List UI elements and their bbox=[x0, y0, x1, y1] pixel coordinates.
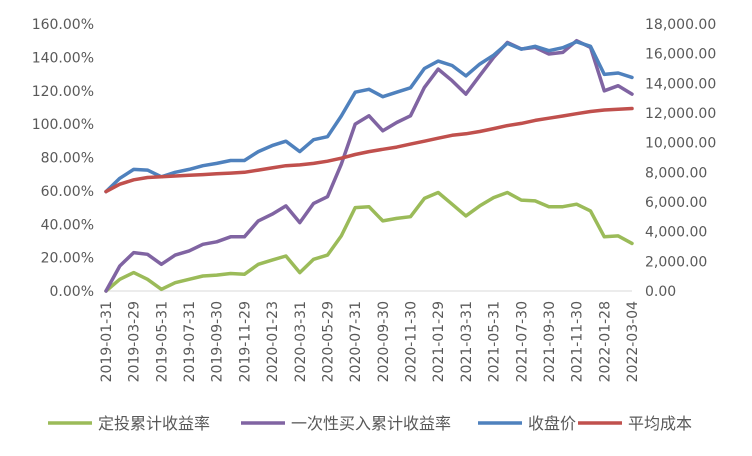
series-line-4 bbox=[104, 106, 634, 194]
legend-label: 定投累计收益率 bbox=[98, 414, 210, 433]
x-tick-label: 2020-03-31 bbox=[293, 301, 309, 382]
right-tick-label: 6,000.00 bbox=[645, 195, 707, 211]
right-tick-label: 0.00 bbox=[645, 284, 676, 300]
x-tick-label: 2020-07-31 bbox=[348, 301, 364, 382]
x-tick-label: 2019-01-31 bbox=[99, 301, 115, 382]
legend-label: 平均成本 bbox=[628, 414, 692, 433]
right-tick-label: 18,000.00 bbox=[645, 17, 716, 33]
right-tick-label: 16,000.00 bbox=[645, 47, 716, 63]
x-tick-label: 2019-09-30 bbox=[210, 301, 226, 382]
x-tick-label: 2019-03-29 bbox=[127, 301, 143, 382]
x-tick-label: 2021-09-30 bbox=[542, 301, 558, 382]
x-tick-label: 2020-01-23 bbox=[265, 301, 281, 382]
x-tick-label: 2022-01-28 bbox=[597, 301, 613, 382]
x-tick-label: 2021-07-30 bbox=[514, 301, 530, 382]
x-tick-label: 2022-03-04 bbox=[625, 301, 641, 382]
series-line-2 bbox=[104, 38, 634, 293]
right-tick-label: 8,000.00 bbox=[645, 165, 707, 181]
right-tick-label: 4,000.00 bbox=[645, 225, 707, 241]
left-tick-label: 60.00% bbox=[41, 184, 94, 200]
right-axis: 0.00 2,000.00 4,000.00 6,000.00 8,000.00 10,0… bbox=[645, 17, 716, 300]
left-tick-label: 140.00% bbox=[32, 50, 94, 66]
left-tick-label: 120.00% bbox=[32, 84, 94, 100]
legend-label: 收盘价 bbox=[528, 414, 576, 433]
legend: 定投累计收益率 一次性买入累计收益率 收盘价 平均成本 bbox=[48, 414, 692, 433]
x-tick-label: 2019-07-31 bbox=[182, 301, 198, 382]
right-tick-label: 14,000.00 bbox=[645, 76, 716, 92]
x-tick-label: 2021-03-31 bbox=[459, 301, 475, 382]
right-tick-label: 2,000.00 bbox=[645, 254, 707, 270]
x-tick-label: 2019-11-29 bbox=[237, 301, 253, 382]
series-line-1 bbox=[104, 190, 634, 293]
legend-label: 一次性买入累计收益率 bbox=[291, 414, 451, 433]
x-tick-label: 2020-09-30 bbox=[376, 301, 392, 382]
x-tick-label: 2020-11-30 bbox=[404, 301, 420, 382]
x-tick-label: 2021-11-30 bbox=[570, 301, 586, 382]
x-tick-label: 2019-05-31 bbox=[154, 301, 170, 382]
right-tick-label: 12,000.00 bbox=[645, 106, 716, 122]
left-tick-label: 100.00% bbox=[32, 117, 94, 133]
left-tick-label: 0.00% bbox=[50, 284, 94, 300]
left-tick-label: 160.00% bbox=[32, 17, 94, 33]
left-tick-label: 20.00% bbox=[41, 251, 94, 267]
right-tick-label: 10,000.00 bbox=[645, 136, 716, 152]
plot-area bbox=[104, 38, 634, 293]
left-tick-label: 80.00% bbox=[41, 151, 94, 167]
series-line-3 bbox=[104, 40, 634, 194]
x-tick-label: 2021-05-31 bbox=[487, 301, 503, 382]
x-axis: 2019-01-31 2019-03-29 2019-05-31 2019-07-31… bbox=[99, 301, 641, 382]
x-tick-label: 2021-01-29 bbox=[431, 301, 447, 382]
x-tick-label: 2020-05-29 bbox=[320, 301, 336, 382]
left-tick-label: 40.00% bbox=[41, 217, 94, 233]
left-axis: 0.00% 20.00% 40.00% 60.00% 80.00% 100.00% 120.… bbox=[32, 17, 94, 300]
